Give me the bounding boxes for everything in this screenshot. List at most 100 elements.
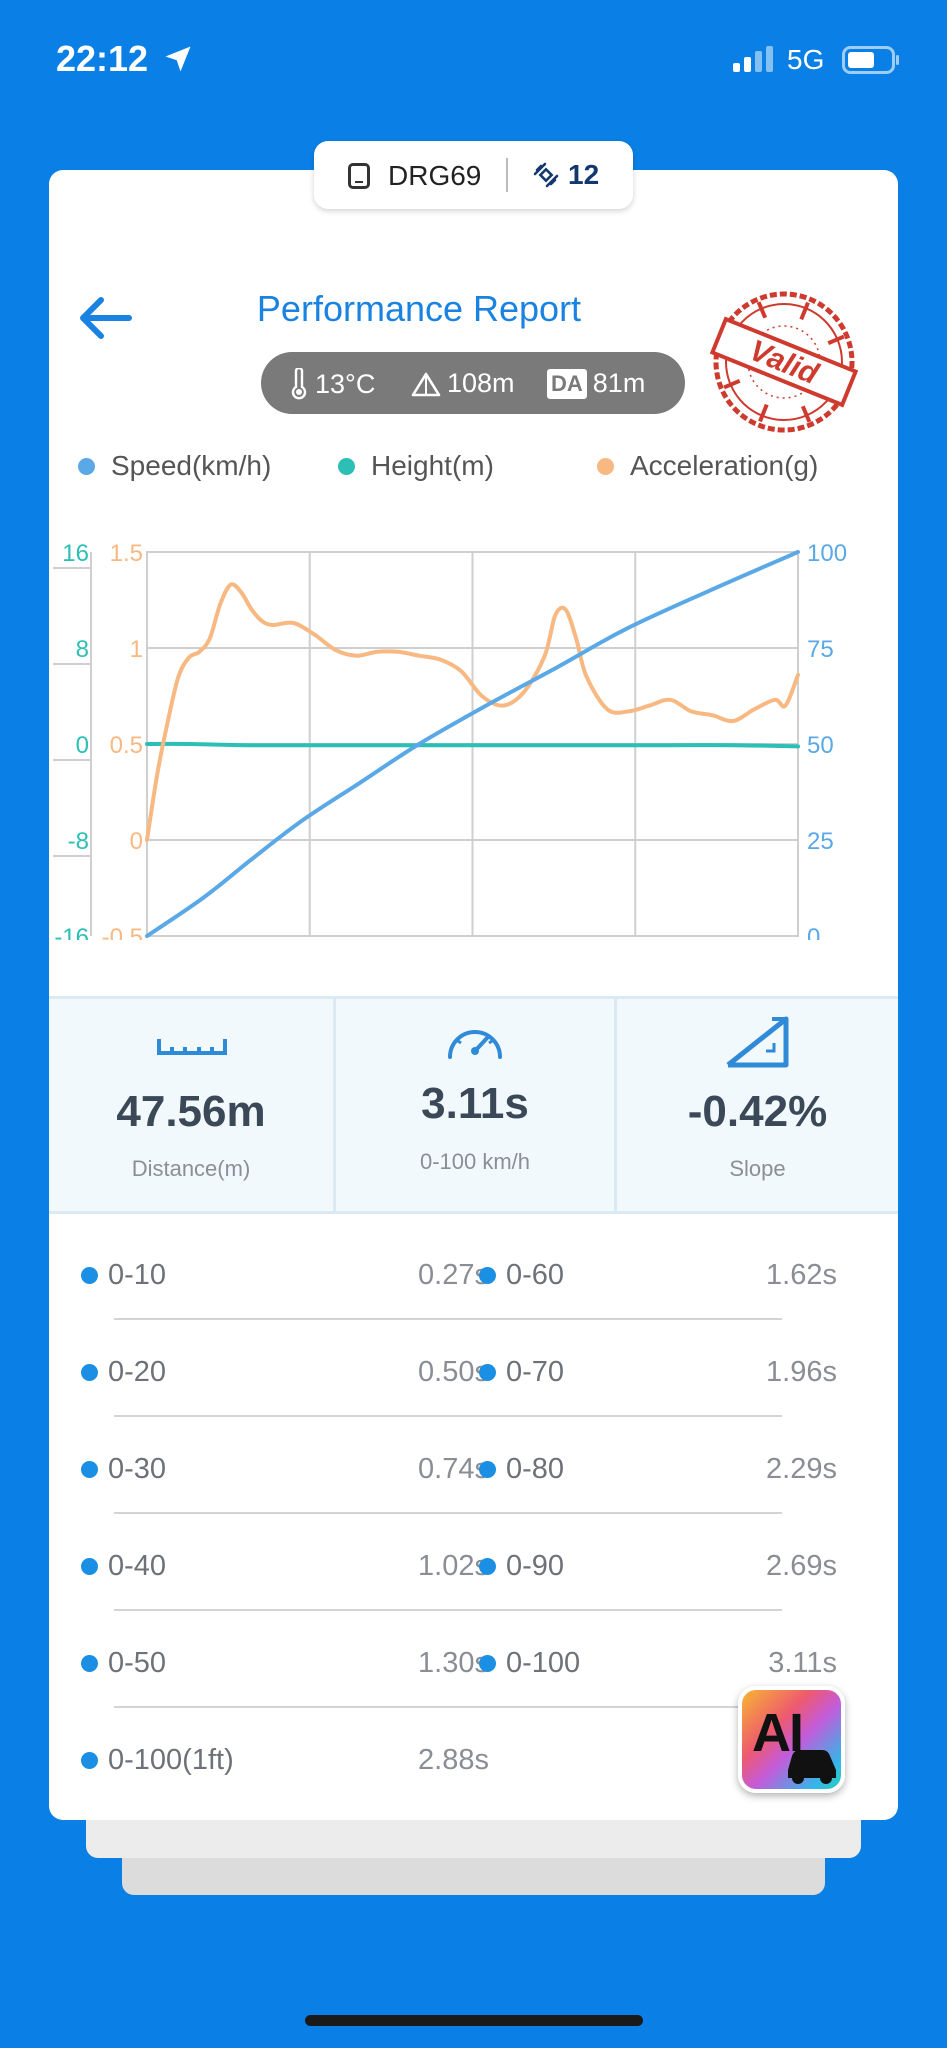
split-value: 1.62s (766, 1259, 837, 1291)
height-axis-tick-label: 16 (62, 540, 89, 567)
satellite-icon (533, 162, 559, 188)
legend-item-acceleration[interactable]: Acceleration(g) (597, 450, 818, 482)
valid-stamp: Valid (710, 291, 858, 433)
divider (506, 158, 508, 192)
stats-panel: 47.56m Distance(m) 3.11s 0-100 km/h -0.4… (49, 996, 898, 1214)
split-label: 0-100(1ft) (108, 1743, 234, 1776)
table-row: 0-30 0.74s 0-80 2.29s (49, 1444, 898, 1541)
split-value: 1.96s (766, 1356, 837, 1388)
legend-item-height[interactable]: Height(m) (338, 450, 494, 482)
split-item: 0-50 (81, 1638, 166, 1688)
split-label: 0-50 (108, 1646, 167, 1679)
bullet-dot (479, 1654, 496, 1672)
bullet-dot (81, 1654, 98, 1672)
acceleration-axis-tick-label: 0.5 (110, 732, 143, 759)
split-value: 2.69s (766, 1550, 837, 1582)
slope-label: Slope (729, 1156, 786, 1181)
bullet-dot (81, 1751, 98, 1769)
split-item: 0-90 (479, 1541, 564, 1591)
divider (614, 999, 617, 1211)
time-label: 0-100 km/h (419, 1149, 531, 1174)
ruler-icon (157, 1039, 227, 1055)
status-time: 22:12 (56, 38, 149, 79)
split-value: 0.50s (418, 1356, 489, 1388)
split-label: 0-40 (108, 1549, 167, 1582)
acceleration-axis-tick-label: 1 (130, 636, 143, 663)
thermometer-icon (291, 368, 307, 400)
distance-value: 47.56m (116, 1087, 266, 1136)
split-item: 0-10 (81, 1250, 166, 1300)
height-axis-tick-label: 8 (76, 636, 89, 663)
legend-item-speed[interactable]: Speed(km/h) (78, 450, 271, 482)
device-selector[interactable]: DRG69 12 (314, 141, 633, 209)
table-row: 0-40 1.02s 0-90 2.69s (49, 1541, 898, 1638)
acceleration-axis-tick-label: 1.5 (110, 540, 143, 567)
distance-label: Distance(m) (131, 1156, 251, 1181)
home-indicator (305, 2015, 643, 2026)
bullet-dot (479, 1460, 496, 1478)
conditions-pill: 13°C 108m DA 81m (261, 352, 685, 414)
speedometer-icon (448, 1030, 502, 1059)
split-label: 0-30 (108, 1452, 167, 1485)
bullet-dot (479, 1557, 496, 1575)
mountain-icon (411, 372, 441, 396)
split-item: 0-60 (479, 1250, 564, 1300)
bullet-dot (81, 1460, 98, 1478)
device-name: DRG69 (388, 160, 482, 191)
legend-label: Height(m) (371, 450, 494, 481)
table-row: 0-20 0.50s 0-70 1.96s (49, 1347, 898, 1444)
network-type: 5G (787, 44, 825, 75)
ai-assistant-button[interactable]: AI (738, 1686, 845, 1793)
distance-stat: 47.56m Distance(m) (49, 999, 333, 1211)
page-title: Performance Report (256, 288, 582, 329)
split-value: 1.30s (418, 1647, 489, 1679)
chart-legend: Speed(km/h) Height(m) Acceleration(g) (49, 450, 898, 490)
legend-dot (597, 457, 614, 475)
split-label: 0-10 (108, 1258, 167, 1291)
split-value: 0.27s (418, 1259, 489, 1291)
satellite-count: 12 (568, 159, 600, 190)
slope-value: -0.42% (687, 1087, 828, 1136)
bullet-dot (81, 1363, 98, 1381)
split-item: 0-20 (81, 1347, 166, 1397)
split-value: 2.88s (418, 1744, 489, 1776)
slope-icon (726, 1016, 789, 1068)
split-value: 2.29s (766, 1453, 837, 1485)
speed-axis-tick-label: 50 (807, 732, 834, 759)
divider (333, 999, 336, 1211)
split-item: 0-100(1ft) (81, 1735, 234, 1785)
split-value: 3.11s (768, 1647, 837, 1679)
acceleration-axis-tick-label: -0.5 (102, 924, 143, 940)
report-card: Performance Report 13°C 108m DA 81m (49, 170, 898, 1820)
back-arrow-icon[interactable] (71, 288, 141, 348)
altitude-value: 108m (447, 368, 515, 398)
bullet-dot (81, 1557, 98, 1575)
legend-dot (338, 457, 355, 475)
car-icon (788, 1750, 836, 1784)
density-altitude-item: DA 81m (547, 368, 645, 399)
split-label: 0-70 (506, 1355, 565, 1388)
bullet-dot (479, 1363, 496, 1381)
split-item: 0-40 (81, 1541, 166, 1591)
height-axis-tick-label: 0 (76, 732, 89, 759)
time-value: 3.11s (421, 1079, 529, 1128)
device-icon (348, 163, 370, 189)
battery-icon (842, 46, 899, 74)
split-item: 0-70 (479, 1347, 564, 1397)
split-label: 0-20 (108, 1355, 167, 1388)
density-altitude-value: 81m (592, 368, 646, 398)
legend-label: Acceleration(g) (630, 450, 819, 481)
split-item: 0-80 (479, 1444, 564, 1494)
row-divider (114, 1609, 782, 1611)
speed-axis-tick-label: 75 (807, 636, 834, 663)
speed-series-line (145, 550, 800, 938)
split-value: 0.74s (418, 1453, 489, 1485)
height-axis-tick-label: -16 (54, 924, 89, 940)
location-arrow-icon (165, 46, 191, 72)
signal-icon (733, 46, 773, 72)
split-label: 0-90 (506, 1549, 565, 1582)
status-bar: 22:12 5G (0, 0, 947, 110)
split-item: 0-30 (81, 1444, 166, 1494)
height-series-line (145, 741, 800, 749)
row-divider (114, 1512, 782, 1514)
